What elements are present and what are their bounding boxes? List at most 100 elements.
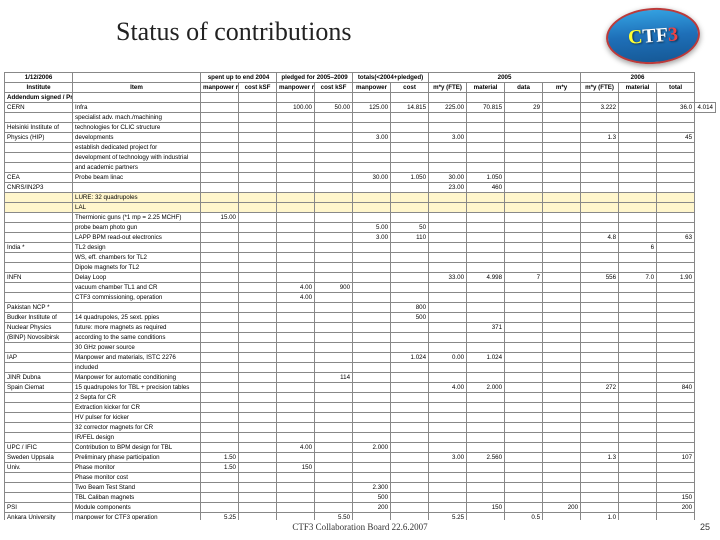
table-row: UPC / IFICContribution to BPM design for… — [5, 443, 716, 453]
value-cell — [277, 163, 315, 173]
value-cell — [429, 253, 467, 263]
item-cell: CTF3 commissioning, operation — [73, 293, 201, 303]
item-cell: Phase monitor — [73, 463, 201, 473]
value-cell — [429, 423, 467, 433]
value-cell — [657, 93, 695, 103]
value-cell: 70.815 — [467, 103, 505, 113]
value-cell: 4.00 — [277, 443, 315, 453]
value-cell: 5.00 — [353, 223, 391, 233]
value-cell — [429, 263, 467, 273]
table-row: specialist adv. mach./machining — [5, 113, 716, 123]
value-cell — [429, 323, 467, 333]
item-cell: Extraction kicker for CR — [73, 403, 201, 413]
value-cell — [429, 393, 467, 403]
value-cell — [239, 513, 277, 521]
value-cell — [353, 243, 391, 253]
institute-cell — [5, 363, 73, 373]
value-cell — [239, 133, 277, 143]
value-cell — [619, 393, 657, 403]
value-cell — [543, 103, 581, 113]
value-cell — [277, 343, 315, 353]
value-cell — [315, 473, 353, 483]
value-cell — [353, 383, 391, 393]
value-cell — [277, 453, 315, 463]
value-cell: 4.014 — [695, 103, 716, 113]
value-cell: 200 — [353, 503, 391, 513]
item-cell: included — [73, 363, 201, 373]
value-cell — [581, 163, 619, 173]
value-cell — [391, 203, 429, 213]
value-cell — [505, 433, 543, 443]
value-cell — [391, 263, 429, 273]
value-cell — [201, 153, 239, 163]
value-cell — [239, 93, 277, 103]
value-cell — [239, 333, 277, 343]
table-row: development of technology with industria… — [5, 153, 716, 163]
value-cell — [543, 373, 581, 383]
value-cell — [277, 363, 315, 373]
value-cell — [201, 413, 239, 423]
value-cell: 200 — [657, 503, 695, 513]
value-cell — [201, 203, 239, 213]
item-cell: manpower for CTF3 operation — [73, 513, 201, 521]
value-cell — [467, 223, 505, 233]
item-cell: TL2 design — [73, 243, 201, 253]
value-cell — [201, 243, 239, 253]
value-cell — [543, 513, 581, 521]
table-row: Two Beam Test Stand2.300 — [5, 483, 716, 493]
value-cell — [619, 213, 657, 223]
value-cell — [657, 173, 695, 183]
value-cell — [505, 413, 543, 423]
value-cell — [201, 273, 239, 283]
value-cell — [619, 293, 657, 303]
value-cell — [315, 403, 353, 413]
value-cell — [353, 473, 391, 483]
value-cell — [315, 453, 353, 463]
value-cell — [543, 163, 581, 173]
value-cell — [505, 133, 543, 143]
value-cell — [391, 493, 429, 503]
value-cell — [429, 203, 467, 213]
value-cell — [581, 263, 619, 273]
value-cell — [277, 513, 315, 521]
table-row: Budker Institute of14 quadrupoles, 25 se… — [5, 313, 716, 323]
value-cell — [429, 343, 467, 353]
value-cell — [543, 133, 581, 143]
value-cell — [505, 293, 543, 303]
value-cell — [429, 443, 467, 453]
value-cell: 150 — [277, 463, 315, 473]
value-cell — [505, 213, 543, 223]
value-cell — [619, 333, 657, 343]
value-cell — [581, 183, 619, 193]
value-cell — [201, 173, 239, 183]
table-row: IR/FEL design — [5, 433, 716, 443]
value-cell: 5.25 — [201, 513, 239, 521]
value-cell: 63 — [657, 233, 695, 243]
table-row: included — [5, 363, 716, 373]
value-cell — [429, 413, 467, 423]
value-cell: 30.00 — [353, 173, 391, 183]
value-cell: 110 — [391, 233, 429, 243]
value-cell: 29 — [505, 103, 543, 113]
value-cell — [429, 193, 467, 203]
value-cell — [657, 303, 695, 313]
value-cell — [315, 463, 353, 473]
value-cell — [505, 183, 543, 193]
table-row: IAPManpower and materials, ISTC 22761.02… — [5, 353, 716, 363]
value-cell — [391, 443, 429, 453]
value-cell: 800 — [391, 303, 429, 313]
value-cell — [657, 373, 695, 383]
value-cell — [505, 243, 543, 253]
value-cell — [505, 323, 543, 333]
table-row: Univ.Phase monitor1.50150 — [5, 463, 716, 473]
item-cell: 32 corrector magnets for CR — [73, 423, 201, 433]
value-cell — [619, 173, 657, 183]
value-cell — [467, 283, 505, 293]
value-cell — [391, 153, 429, 163]
table-row: 30 GHz power source — [5, 343, 716, 353]
spreadsheet-region: 1/12/2006spent up to end 2004pledged for… — [4, 72, 716, 520]
institute-cell: Helsinki Institute of — [5, 123, 73, 133]
value-cell — [657, 263, 695, 273]
value-cell — [277, 503, 315, 513]
value-cell — [619, 143, 657, 153]
